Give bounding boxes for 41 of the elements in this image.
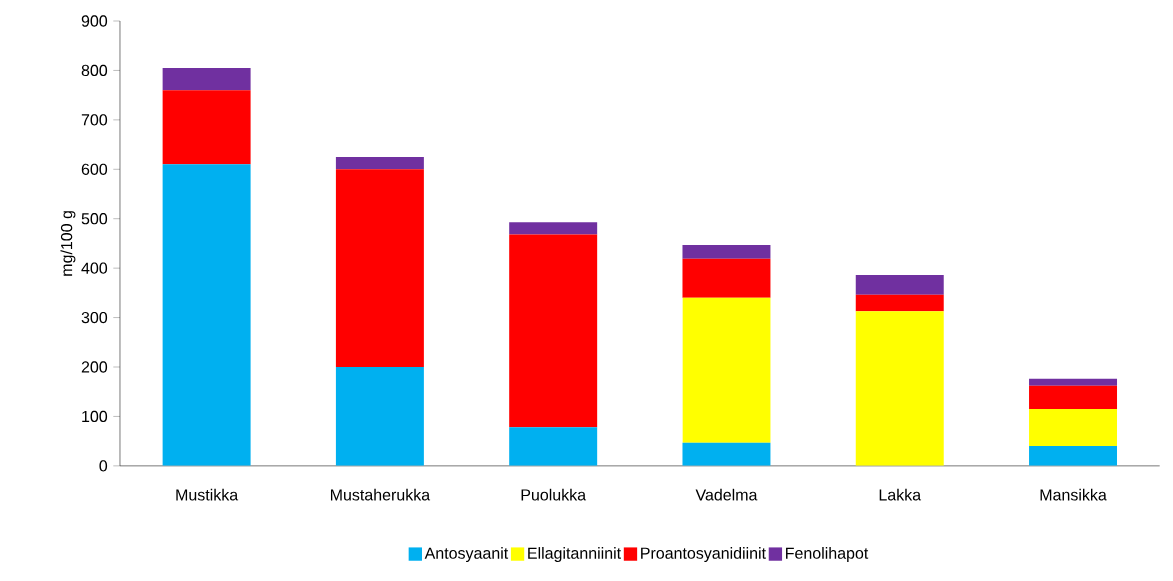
bar	[1029, 378, 1118, 386]
bar	[682, 442, 771, 466]
y-tick-label: 500	[81, 213, 108, 225]
y-tick-label: 0	[99, 460, 108, 472]
bar	[509, 222, 598, 235]
x-tick-label: Puolukka	[521, 488, 587, 501]
bar	[855, 311, 944, 466]
legend-label: Ellagitanniinit	[528, 547, 621, 563]
bar	[509, 427, 598, 466]
x-tick-label: Mustaherukka	[330, 488, 431, 501]
legend-label: Fenolihapot	[786, 547, 869, 563]
y-axis-title: mg/100 g	[60, 211, 76, 276]
y-tick-label: 400	[81, 262, 108, 274]
bar	[855, 294, 944, 312]
bar	[335, 367, 424, 466]
bar	[162, 68, 251, 91]
bar	[335, 169, 424, 368]
bar	[682, 297, 771, 443]
legend-label: Antosyaanit	[424, 547, 509, 563]
y-tick-label: 800	[81, 64, 108, 77]
x-tick-label: Mustikka	[176, 488, 239, 501]
bar	[162, 90, 251, 165]
x-tick-label: Lakka	[879, 488, 922, 501]
bar	[1029, 446, 1118, 466]
y-tick-label: 100	[82, 410, 108, 423]
y-tick-label: 600	[81, 163, 108, 176]
bar	[682, 258, 771, 298]
bar	[162, 164, 251, 466]
y-tick-label: 200	[81, 361, 108, 373]
legend-label: Proantosyanidiinit	[641, 547, 766, 563]
bar	[1029, 409, 1118, 447]
bar	[855, 275, 944, 295]
bar	[1029, 385, 1118, 410]
y-tick-label: 300	[81, 312, 108, 324]
bar	[509, 234, 598, 428]
y-tick-label: 900	[81, 15, 108, 27]
bar	[335, 157, 424, 170]
bar	[682, 244, 771, 259]
x-tick-label: Mansikka	[1040, 488, 1107, 501]
y-tick-label: 700	[81, 114, 108, 126]
x-tick-label: Vadelma	[695, 488, 758, 501]
